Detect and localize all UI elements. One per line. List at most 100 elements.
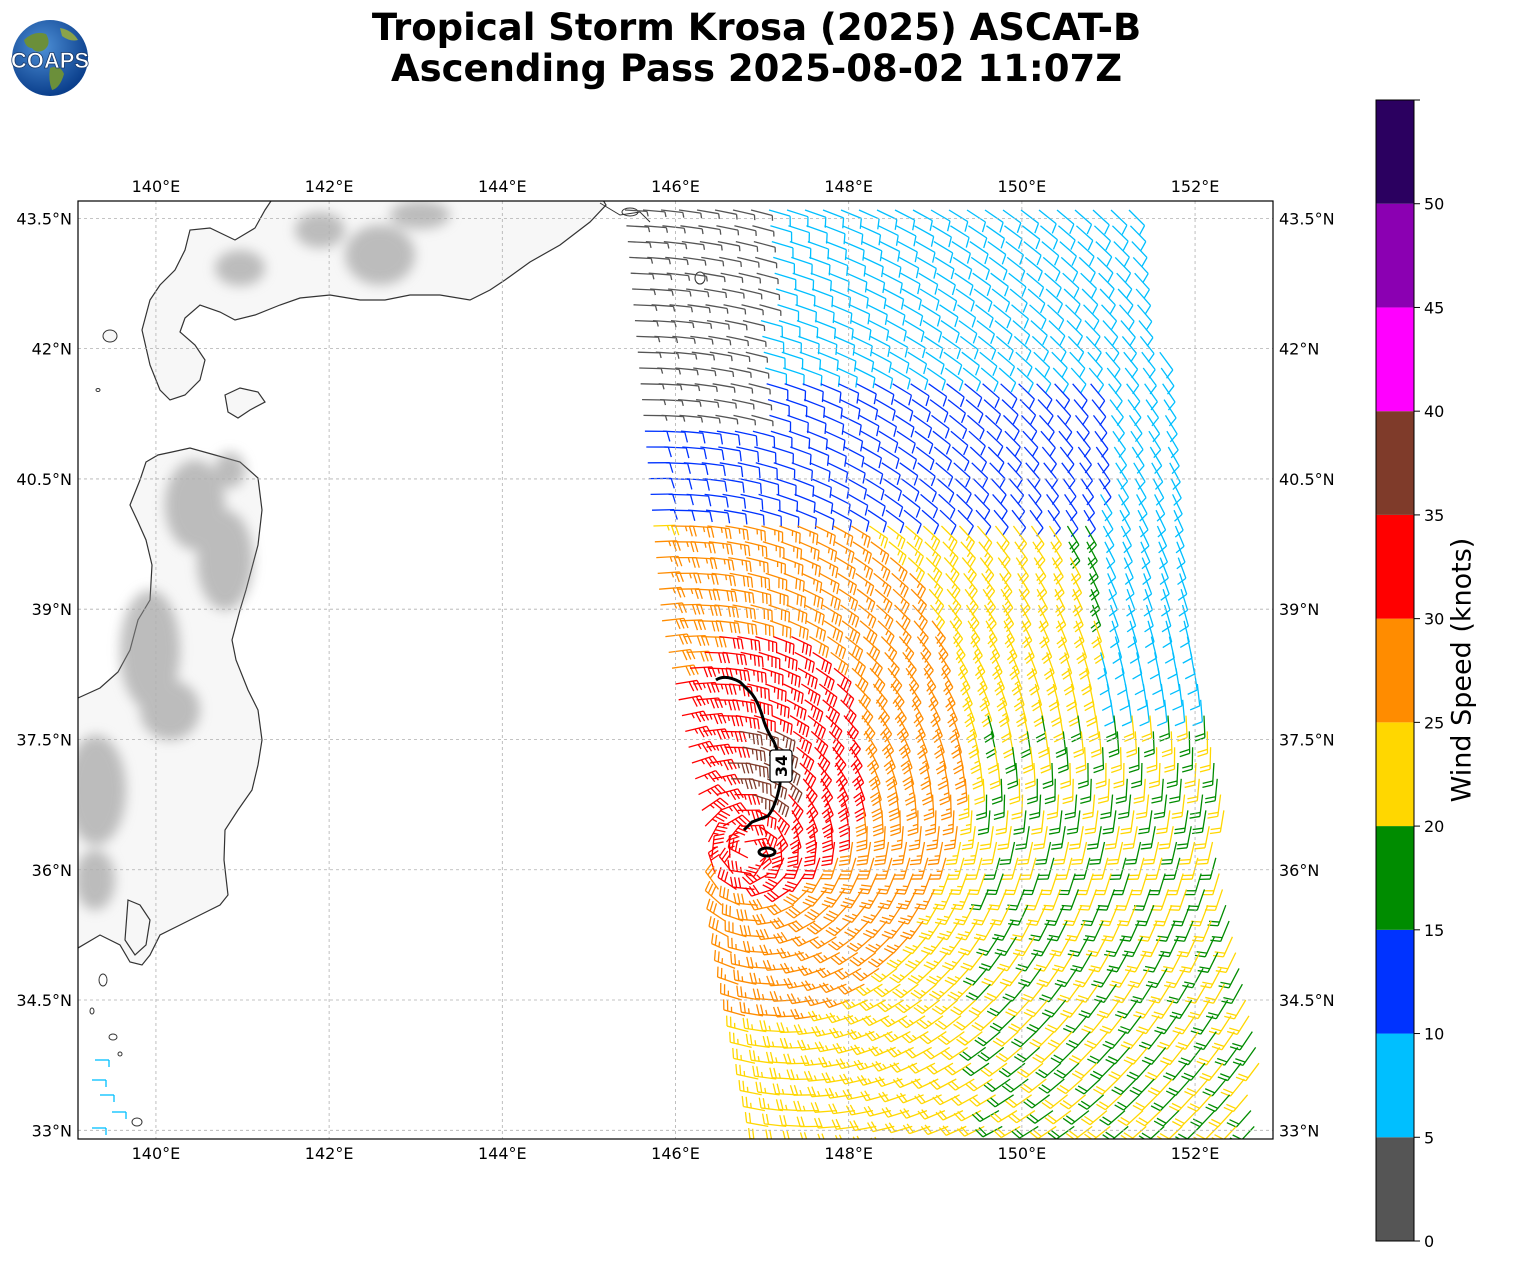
wind-barb <box>705 304 729 314</box>
wind-barb <box>1060 256 1079 282</box>
wind-barb <box>894 604 911 631</box>
wind-barb <box>990 478 1007 505</box>
wind-barb <box>878 430 899 453</box>
wind-barb <box>693 572 719 585</box>
wind-barb <box>846 478 868 500</box>
wind-barb <box>943 557 960 584</box>
wind-barb <box>1134 272 1150 299</box>
wind-barb <box>853 351 875 373</box>
wind-barb <box>1109 604 1119 633</box>
wind-barb <box>951 446 970 472</box>
lat-tick-label-left: 43.5°N <box>16 209 72 228</box>
wind-barb <box>852 541 872 564</box>
wind-barb <box>862 256 884 278</box>
wind-barb <box>711 572 737 587</box>
wind-barb <box>1051 557 1064 585</box>
wind-barb <box>1005 446 1022 473</box>
wind-barb <box>1007 462 1024 489</box>
wind-barb <box>1020 209 1040 234</box>
wind-barb <box>914 225 935 247</box>
wind-barb <box>1082 494 1096 522</box>
wind-barb <box>748 588 772 606</box>
wind-barb <box>1066 525 1080 553</box>
wind-barb <box>957 509 974 536</box>
wind-barb <box>1000 588 1014 617</box>
wind-barb <box>752 225 775 237</box>
wind-barb <box>982 383 1000 408</box>
wind-barb <box>1019 604 1032 633</box>
wind-barb <box>925 351 945 375</box>
wind-barb <box>903 509 922 534</box>
wind-barb <box>683 256 707 266</box>
wind-barb <box>765 367 788 385</box>
colorbar-tick-label: 5 <box>1424 1128 1434 1147</box>
wind-barb <box>1131 241 1148 267</box>
lat-tick-label-left: 33°N <box>32 1121 72 1140</box>
wind-barb <box>1084 320 1101 346</box>
wind-barb <box>840 604 860 628</box>
wind-barb <box>1121 335 1137 363</box>
wind-barb <box>692 556 718 570</box>
wind-barb <box>955 288 975 312</box>
wind-barb <box>770 430 793 449</box>
wind-barb <box>1104 541 1116 570</box>
wind-barb <box>849 304 871 325</box>
wind-barb <box>733 414 757 426</box>
wind-barb <box>783 572 805 592</box>
wind-barb <box>876 209 898 230</box>
wind-barb <box>729 367 752 378</box>
wind-barb <box>1154 494 1166 522</box>
wind-barb <box>932 430 951 455</box>
wind-barb <box>1166 430 1179 459</box>
wind-barb <box>998 367 1017 393</box>
wind-barb <box>735 240 759 252</box>
wind-barb <box>1074 414 1090 442</box>
colorbar-tick-label: 20 <box>1424 817 1444 836</box>
wind-barb <box>878 225 899 246</box>
wind-barb <box>1161 604 1172 633</box>
wind-barb <box>895 414 915 438</box>
wind-barb <box>715 414 739 425</box>
wind-barb <box>1023 241 1042 266</box>
wind-barb <box>1004 225 1023 249</box>
wind-barb <box>819 572 840 595</box>
wind-barb <box>879 241 901 262</box>
wind-barb <box>691 351 716 361</box>
wind-barb <box>645 240 670 249</box>
wind-barb <box>850 320 872 341</box>
wind-barb <box>1164 415 1178 443</box>
wind-barb <box>1098 478 1112 506</box>
colorbar-tick-label: 15 <box>1424 921 1444 940</box>
wind-barb <box>1026 272 1045 298</box>
wind-barb <box>627 240 652 249</box>
wind-barb <box>915 446 935 471</box>
wind-barb <box>1172 494 1183 522</box>
wind-barb <box>1041 446 1057 473</box>
wind-barb <box>925 557 943 583</box>
wind-barb <box>863 462 884 485</box>
wind-barb <box>1069 1142 1095 1155</box>
wind-barb <box>626 225 651 233</box>
wind-barb <box>1019 399 1037 425</box>
wind-barb <box>782 556 804 576</box>
wind-barb <box>680 225 704 235</box>
wind-barb <box>1036 383 1053 410</box>
wind-barb <box>889 557 908 582</box>
colorbar-segment <box>1376 307 1414 412</box>
wind-barb <box>1037 604 1049 633</box>
wind-barb <box>1120 525 1132 554</box>
wind-barb <box>1118 494 1131 522</box>
wind-barb <box>907 351 928 375</box>
wind-barb <box>991 288 1011 313</box>
wind-barb <box>1033 557 1047 585</box>
wind-barb <box>778 319 801 338</box>
wind-barb <box>1161 588 1171 617</box>
wind-barb <box>1056 209 1075 234</box>
coaps-logo: COAPS <box>10 20 90 96</box>
wind-barb <box>751 414 774 427</box>
wind-barb <box>896 225 917 247</box>
wind-barb <box>903 304 924 327</box>
wind-barb <box>902 493 921 518</box>
wind-barb <box>714 604 739 618</box>
wind-barb <box>847 288 869 309</box>
